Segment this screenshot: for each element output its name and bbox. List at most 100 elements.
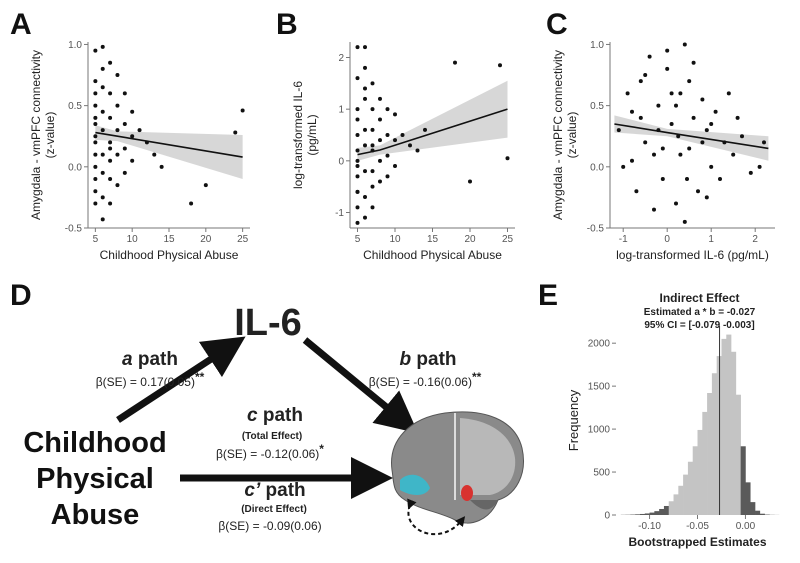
point [678, 152, 683, 157]
point [363, 45, 367, 50]
histogram-bar [644, 513, 650, 515]
path-word: path [263, 405, 303, 426]
point [638, 79, 643, 84]
point [468, 179, 472, 184]
fit-line [357, 108, 508, 156]
fit-line [614, 123, 769, 150]
point [355, 45, 360, 50]
point [159, 164, 164, 169]
chart-subtitle: Estimated a * b = -0.027 [644, 307, 756, 318]
x-tick-label: -0.05 [686, 521, 709, 532]
point [423, 127, 427, 132]
point [108, 60, 113, 65]
x-axis-label: Childhood Physical Abuse [363, 248, 502, 262]
point [660, 146, 665, 151]
path-letter: b [400, 349, 412, 370]
point [378, 138, 382, 143]
point [93, 134, 98, 139]
point [152, 152, 157, 157]
y-axis-label: log-transformed IL-6 [291, 81, 305, 189]
point [674, 103, 678, 108]
point [378, 179, 382, 184]
x-tick-label: 1 [708, 234, 714, 245]
significance: * [319, 442, 324, 456]
point [100, 170, 105, 175]
point [378, 158, 382, 163]
point [93, 121, 98, 126]
point [621, 164, 626, 169]
y-tick-label: 0 [338, 156, 344, 167]
point [415, 148, 420, 153]
y-tick-label: -1 [335, 208, 344, 219]
point [718, 177, 722, 182]
point [634, 189, 639, 194]
point [93, 140, 98, 145]
y-tick-label: 0.5 [590, 101, 604, 112]
point [656, 103, 661, 108]
point [652, 207, 656, 212]
histogram-bar [740, 446, 746, 515]
y-tick-label: 0 [604, 511, 610, 522]
point [505, 156, 510, 161]
x-tick-label: 5 [93, 234, 99, 245]
histogram-bar [755, 510, 761, 515]
point [108, 201, 113, 206]
y-axis-label: (z-value) [43, 112, 57, 159]
mediation-diagram: D IL-6 Childhood Physical Abuse a path β… [10, 279, 524, 536]
point [704, 195, 709, 200]
histogram-bar [639, 513, 646, 515]
point [385, 174, 390, 179]
chart-panel: B 5 10 15 20 25 -1 0 1 2 Childhood Physical Abuse l… [276, 8, 515, 262]
point [400, 133, 405, 137]
path-note: (Total Effect) [242, 431, 302, 442]
histogram-bar [673, 494, 679, 515]
histogram-bar [683, 474, 689, 515]
brain-image [391, 411, 524, 536]
point [408, 143, 412, 148]
point [355, 148, 360, 153]
point [748, 170, 753, 175]
point [370, 169, 375, 174]
point [669, 121, 674, 126]
point [93, 115, 98, 120]
arrow [302, 337, 419, 434]
point [385, 153, 390, 158]
confidence-band [614, 115, 769, 161]
point [647, 54, 652, 59]
histogram-bar [687, 461, 694, 515]
point [678, 91, 683, 96]
point [122, 146, 127, 151]
path-word: path [416, 349, 456, 370]
x-tick-label: -1 [619, 234, 628, 245]
y-axis-label: Frequency [566, 389, 581, 451]
path-word: path [266, 480, 306, 501]
y-tick-label: 1500 [588, 382, 611, 393]
point [363, 215, 367, 220]
histogram-bar [750, 502, 756, 515]
point [100, 217, 105, 222]
point [100, 85, 105, 90]
x-axis-label: Childhood Physical Abuse [100, 248, 239, 262]
point [370, 107, 375, 112]
x-tick-label: 0.00 [736, 521, 756, 532]
path-letter: a [122, 349, 133, 370]
histogram-bar [654, 511, 660, 515]
histogram-bar [668, 501, 674, 515]
point [687, 79, 692, 84]
point [757, 164, 762, 169]
y-tick-label: 0.0 [590, 162, 604, 173]
point [233, 130, 238, 135]
point [665, 66, 670, 71]
point [616, 128, 621, 133]
y-axis-label: (pg/mL) [305, 114, 319, 155]
point [115, 183, 120, 188]
significance: ** [472, 370, 482, 384]
point [203, 183, 208, 188]
path-stat: β(SE) = -0.12(0.06)* [216, 442, 324, 461]
point [122, 121, 127, 126]
point [643, 140, 648, 145]
point [682, 219, 687, 224]
path-stat: β(SE) = 0.17(0.05)** [96, 370, 205, 389]
point [630, 109, 634, 114]
point [115, 73, 120, 78]
